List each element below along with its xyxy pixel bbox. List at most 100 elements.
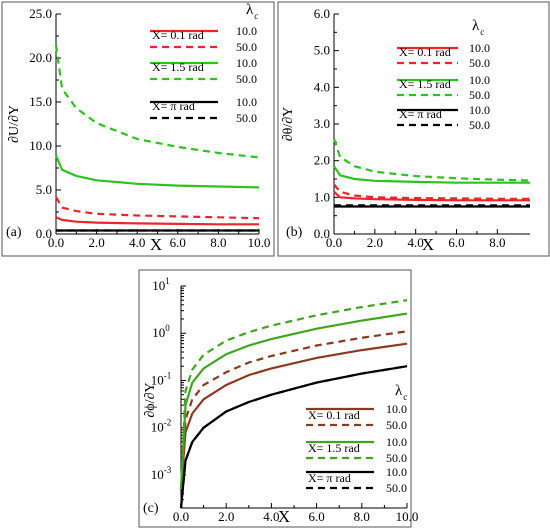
y-tick-label: 3.0 bbox=[314, 116, 330, 131]
x-tick-label: 10.0 bbox=[396, 509, 419, 524]
y-tick-exponent: -3 bbox=[164, 465, 172, 475]
y-tick-label: 25.0 bbox=[29, 6, 52, 21]
series-line-1 bbox=[55, 216, 259, 226]
panel-a-frame bbox=[1, 1, 275, 257]
legend: λcX= 0.1 rad 10.050.0X= 1.5 rad 10.050.0X=… bbox=[397, 18, 490, 132]
panel-b: 0.0 2.0 4.0 6.0 8.0 0.0 1.0 2.0 3.0 4.0 5.0 6.0 X ∂θ/… bbox=[277, 1, 550, 257]
legend: λcX= 0.1 rad 10.050.0X= 1.5 rad 10.050.0X=… bbox=[150, 2, 258, 125]
y-tick-label: 10.0 bbox=[29, 138, 52, 153]
legend-value: 10.0 bbox=[236, 24, 257, 38]
x-tick-label: 0.0 bbox=[326, 235, 342, 250]
y-tick-label: 6.0 bbox=[314, 6, 330, 21]
legend-value: 50.0 bbox=[236, 111, 257, 125]
x-tick-label: 0.0 bbox=[173, 509, 189, 524]
series-line-3 bbox=[333, 165, 530, 184]
y-axis-label: ∂U/∂Y bbox=[7, 105, 22, 143]
y-tick-label: 101 bbox=[152, 276, 170, 293]
x-tick-label: 4.0 bbox=[129, 235, 145, 250]
y-tick-label: 0.0 bbox=[36, 226, 52, 241]
y-axis-label: ∂ϕ/∂Y bbox=[143, 382, 158, 417]
legend-value: 50.0 bbox=[469, 118, 490, 132]
x-tick-label: 6.0 bbox=[170, 235, 186, 250]
series-line-1 bbox=[333, 190, 530, 202]
legend-value: 10.0 bbox=[386, 435, 407, 449]
panel-c-frame bbox=[138, 269, 412, 528]
y-tick-exponent: -2 bbox=[164, 418, 172, 428]
legend-label: X= 0.1 rad bbox=[399, 45, 451, 59]
x-tick-label: 8.0 bbox=[210, 235, 226, 250]
series-line-1 bbox=[179, 342, 408, 490]
x-tick-label: 2.0 bbox=[367, 235, 383, 250]
y-tick-label: 5.0 bbox=[36, 182, 52, 197]
series-line-5 bbox=[179, 365, 408, 509]
legend: λcX= 0.1 rad 10.050.0X= 1.5 rad 10.050.0X=… bbox=[306, 383, 407, 495]
y-tick-label: 2.0 bbox=[314, 153, 330, 168]
series-line-2 bbox=[179, 330, 408, 490]
panel-a: 0.0 2.0 4.0 6.0 8.0 10.0 0.0 5.0 10.0 15.0 20.0 25.… bbox=[1, 1, 275, 257]
series-line-3 bbox=[179, 312, 408, 490]
y-tick-label: 100 bbox=[152, 323, 170, 340]
legend-label: X= 1.5 rad bbox=[308, 441, 360, 455]
panel-label: (c) bbox=[143, 501, 159, 516]
legend-value: 10.0 bbox=[386, 465, 407, 479]
x-tick-label: 4.0 bbox=[263, 509, 279, 524]
panel-c: 0.0 2.0 4.0 6.0 8.0 10.0 101 100 1 0 -1 10-2 10-3 X ∂ϕ… bbox=[138, 269, 419, 528]
legend-title: λc bbox=[472, 18, 484, 37]
panel-label: (a) bbox=[6, 225, 22, 240]
legend-label: X= π rad bbox=[152, 99, 195, 113]
legend-label: X= π rad bbox=[399, 107, 442, 121]
x-tick-label: 2.0 bbox=[218, 509, 234, 524]
x-tick-label: 8.0 bbox=[354, 509, 370, 524]
series-line-6 bbox=[179, 365, 408, 509]
y-tick-exponent: 1 bbox=[165, 276, 170, 286]
y-tick-label: 10-2 bbox=[151, 418, 172, 435]
x-tick-label: 6.0 bbox=[448, 235, 464, 250]
legend-value: 50.0 bbox=[469, 88, 490, 102]
legend-value: 10.0 bbox=[469, 41, 490, 55]
legend-label: X= 0.1 rad bbox=[308, 408, 360, 422]
x-tick-label: 10.0 bbox=[248, 235, 271, 250]
panel-label: (b) bbox=[286, 225, 303, 240]
x-axis-label: X bbox=[150, 235, 162, 254]
panel-b-frame bbox=[277, 1, 550, 257]
legend-value: 50.0 bbox=[236, 72, 257, 86]
legend-title-subscript: c bbox=[254, 11, 258, 21]
legend-title-subscript: c bbox=[480, 27, 484, 37]
y-tick-exponent: -1 bbox=[164, 370, 172, 380]
series-line-2 bbox=[55, 196, 260, 220]
x-tick-label: 0.0 bbox=[48, 235, 64, 250]
legend-value: 50.0 bbox=[469, 56, 490, 70]
x-tick-label: 4.0 bbox=[408, 235, 424, 250]
x-axis-label: X bbox=[278, 507, 290, 526]
series-line-4 bbox=[179, 299, 408, 490]
y-tick-label: 5.0 bbox=[314, 43, 330, 58]
series-line-4 bbox=[54, 44, 260, 159]
x-tick-label: 8.0 bbox=[489, 235, 505, 250]
y-tick-label: 20.0 bbox=[29, 50, 52, 65]
series-line-3 bbox=[54, 155, 260, 189]
legend-value: 10.0 bbox=[236, 95, 257, 109]
y-tick-label: 4.0 bbox=[314, 79, 330, 94]
legend-title: λc bbox=[395, 383, 407, 402]
legend-value: 50.0 bbox=[386, 418, 407, 432]
legend-value: 10.0 bbox=[469, 103, 490, 117]
series-line-4 bbox=[332, 138, 531, 182]
legend-value: 10.0 bbox=[386, 402, 407, 416]
legend-label: X= π rad bbox=[308, 471, 351, 485]
legend-title-subscript: c bbox=[403, 392, 407, 402]
y-axis-label: ∂θ/∂Y bbox=[281, 107, 296, 142]
x-axis-label: X bbox=[422, 235, 434, 254]
y-tick-label: 15.0 bbox=[29, 94, 52, 109]
legend-label: X= 1.5 rad bbox=[399, 77, 451, 91]
y-tick-label: 1.0 bbox=[314, 189, 330, 204]
x-tick-label: 2.0 bbox=[88, 235, 104, 250]
legend-title: λc bbox=[246, 2, 258, 21]
legend-label: X= 1.5 rad bbox=[152, 60, 204, 74]
legend-value: 50.0 bbox=[236, 40, 257, 54]
legend-value: 50.0 bbox=[386, 451, 407, 465]
y-tick-label: 0.0 bbox=[314, 226, 330, 241]
legend-value: 10.0 bbox=[236, 56, 257, 70]
x-tick-label: 6.0 bbox=[308, 509, 324, 524]
y-tick-exponent: 0 bbox=[165, 323, 170, 333]
